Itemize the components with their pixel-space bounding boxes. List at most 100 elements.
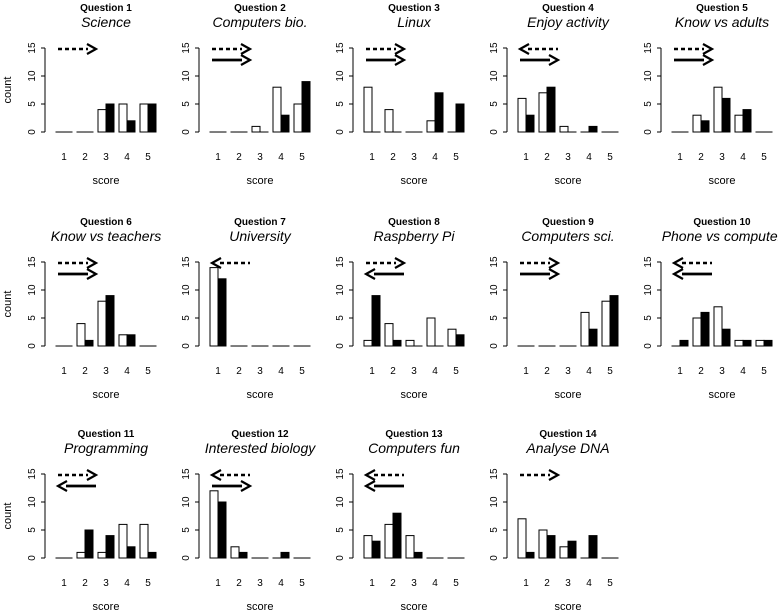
panel-subtitle: Phone vs computer	[662, 228, 778, 244]
bar-open	[427, 121, 435, 132]
panel-title: Question 13	[385, 429, 443, 440]
arrow-head	[674, 269, 683, 279]
x-tick-label: 2	[390, 152, 396, 163]
x-tick-label: 3	[565, 152, 571, 163]
y-tick-label: 0	[181, 555, 192, 561]
bar-filled	[456, 335, 464, 346]
x-tick-label: 5	[607, 366, 613, 377]
y-tick-label: 5	[181, 527, 192, 533]
dashed-arrow-left	[212, 258, 250, 268]
x-tick-label: 5	[607, 578, 613, 589]
dashed-arrow-right	[520, 258, 558, 268]
panel-subtitle: Science	[81, 14, 131, 30]
panel-title: Question 12	[231, 429, 289, 440]
bar-filled	[589, 329, 597, 346]
bar-open	[714, 87, 722, 132]
bar-open	[602, 301, 610, 346]
y-tick-label: 15	[27, 256, 38, 268]
arrow-head	[87, 258, 96, 268]
y-axis-label: count	[2, 77, 14, 104]
solid-arrow-left	[674, 269, 712, 279]
y-tick-label: 0	[27, 129, 38, 135]
panel-title: Question 9	[542, 217, 594, 228]
solid-arrow-right	[520, 269, 558, 279]
bar-filled	[722, 98, 730, 132]
x-tick-label: 4	[586, 152, 592, 163]
y-tick-label: 10	[489, 70, 500, 82]
bar-filled	[372, 296, 380, 346]
bar-filled	[610, 296, 618, 346]
x-axis-label: score	[555, 601, 582, 610]
x-tick-label: 3	[411, 578, 417, 589]
y-tick-label: 5	[27, 315, 38, 321]
arrow-head	[241, 481, 250, 491]
bar-open	[119, 335, 127, 346]
arrow-head	[87, 44, 96, 54]
y-tick-label: 0	[27, 343, 38, 349]
panel-title: Question 2	[234, 3, 286, 14]
bar-open	[140, 524, 148, 558]
bar-filled	[302, 82, 310, 132]
x-tick-label: 2	[82, 366, 88, 377]
bar-open	[714, 307, 722, 346]
solid-arrow-right	[58, 269, 96, 279]
x-tick-label: 5	[453, 578, 459, 589]
y-tick-label: 10	[27, 496, 38, 508]
y-tick-label: 10	[643, 70, 654, 82]
panel-title: Question 4	[542, 3, 594, 14]
x-tick-label: 2	[236, 578, 242, 589]
bar-open	[294, 104, 302, 132]
y-tick-label: 10	[335, 496, 346, 508]
dashed-arrow-right	[58, 470, 96, 480]
panel-subtitle: Computers fun	[368, 440, 460, 456]
panel-title: Question 7	[234, 217, 286, 228]
y-tick-label: 10	[181, 70, 192, 82]
x-tick-label: 4	[432, 366, 438, 377]
x-tick-label: 4	[432, 578, 438, 589]
y-tick-label: 0	[643, 129, 654, 135]
y-tick-label: 15	[489, 256, 500, 268]
x-axis-label: score	[401, 175, 428, 187]
bar-filled	[148, 552, 156, 558]
solid-arrow-right	[674, 55, 712, 65]
bar-open	[98, 552, 106, 558]
bar-open	[448, 329, 456, 346]
solid-arrow-right	[212, 481, 250, 491]
panel-subtitle: Analyse DNA	[525, 440, 609, 456]
arrow-head	[87, 470, 96, 480]
y-tick-label: 0	[335, 129, 346, 135]
panel-title: Question 3	[388, 3, 440, 14]
panel-subtitle: Know vs adults	[675, 14, 769, 30]
bar-filled	[127, 335, 135, 346]
dashed-arrow-left	[520, 44, 558, 54]
dashed-arrow-right	[58, 44, 96, 54]
x-tick-label: 1	[61, 366, 67, 377]
bar-filled	[218, 279, 226, 346]
x-tick-label: 2	[82, 578, 88, 589]
x-axis-label: score	[93, 389, 120, 401]
y-tick-label: 5	[335, 527, 346, 533]
x-tick-label: 2	[544, 366, 550, 377]
bar-open	[693, 318, 701, 346]
arrow-head	[395, 258, 404, 268]
x-tick-label: 1	[523, 366, 529, 377]
panel-subtitle: Enjoy activity	[527, 14, 610, 30]
arrow-head	[549, 258, 558, 268]
bar-open	[98, 301, 106, 346]
x-tick-label: 1	[369, 366, 375, 377]
x-tick-label: 2	[236, 366, 242, 377]
bar-open	[77, 552, 85, 558]
x-axis-label: score	[247, 389, 274, 401]
x-axis-label: score	[555, 175, 582, 187]
arrow-head	[395, 44, 404, 54]
arrow-head	[212, 258, 221, 268]
y-tick-label: 15	[489, 468, 500, 480]
bar-filled	[589, 126, 597, 132]
x-tick-label: 5	[299, 152, 305, 163]
bar-filled	[547, 87, 555, 132]
y-tick-label: 15	[181, 256, 192, 268]
bar-open	[210, 268, 218, 346]
